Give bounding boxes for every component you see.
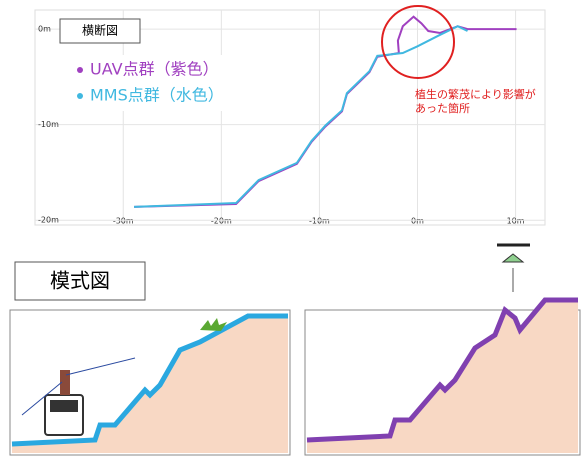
legend-label: UAV点群（紫色） — [90, 60, 219, 79]
legend-marker — [77, 93, 83, 99]
annotation: 植生の繁茂により影響があった箇所 — [415, 88, 545, 116]
chart-title: 横断図 — [82, 23, 118, 38]
legend-label: MMS点群（水色） — [90, 86, 224, 105]
x-tick-label: 10m — [507, 217, 525, 226]
x-tick-label: 0m — [411, 217, 424, 226]
y-tick-label: -10m — [38, 120, 59, 129]
ground — [307, 300, 578, 453]
y-tick-label: -20m — [38, 216, 59, 225]
x-tick-label: -10m — [309, 217, 330, 226]
scan-ray — [66, 358, 135, 375]
legend-marker — [77, 67, 83, 73]
vehicle-window — [50, 400, 78, 412]
annotation-box: 植生の繁茂により影響があった箇所 — [415, 88, 545, 128]
page: -30m -20m -10m 0m 10m 0m -10m -20m 横断図 植生の繁茂により… — [0, 0, 587, 457]
drone-cone — [503, 254, 523, 262]
schematic-label: 模式図 — [50, 269, 110, 293]
x-tick-label: -20m — [211, 217, 232, 226]
x-tick-label: -30m — [113, 217, 134, 226]
y-tick-label: 0m — [38, 25, 51, 34]
